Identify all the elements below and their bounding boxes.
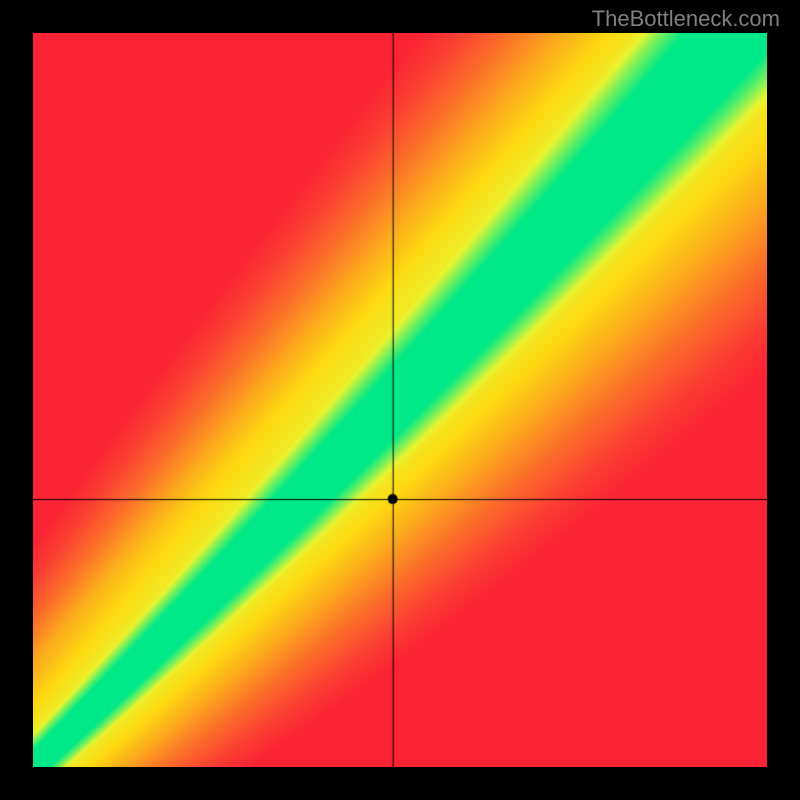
- watermark-text: TheBottleneck.com: [592, 6, 780, 32]
- heatmap-canvas: [33, 33, 767, 767]
- heatmap-plot: [33, 33, 767, 767]
- chart-container: TheBottleneck.com: [0, 0, 800, 800]
